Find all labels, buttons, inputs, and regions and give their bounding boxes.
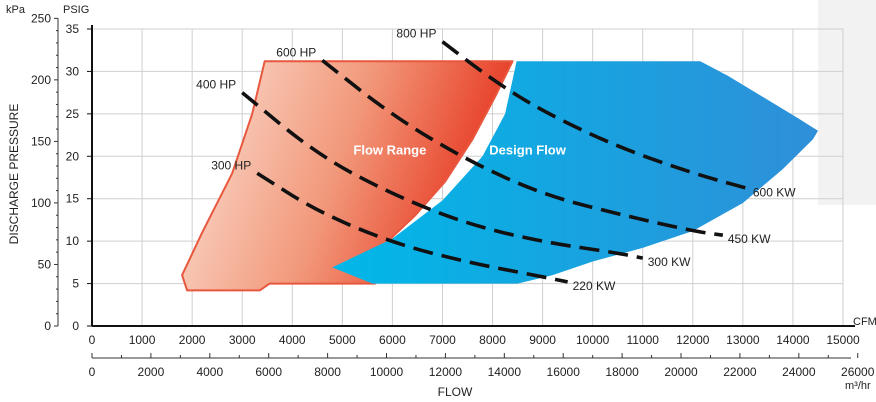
right-background-panel xyxy=(818,0,876,205)
hp-curve-1 xyxy=(256,171,568,284)
x-tick-label-m3hr: 4000 xyxy=(196,365,223,379)
x-tick-label-m3hr: 16000 xyxy=(547,365,581,379)
x-tick-label-m3hr: 6000 xyxy=(255,365,282,379)
hp-label: 400 HP xyxy=(196,78,236,92)
regions-layer xyxy=(181,60,818,292)
y-tick-label-kpa: 250 xyxy=(31,11,51,25)
hp-curve-2 xyxy=(241,91,644,260)
x-tick-label-m3hr: 26000 xyxy=(841,365,875,379)
x-tick-label-cfm: 14000 xyxy=(776,333,810,347)
x-tick-label-cfm: 11000 xyxy=(626,333,659,347)
hp-curves-layer: 300 HP 220 KW 400 HP 300 KW 600 HP 450 KW 800 … xyxy=(196,27,796,293)
x-tick-label-m3hr: 0 xyxy=(89,365,96,379)
kw-label: 600 KW xyxy=(753,186,796,200)
x-tick-label-cfm: 12000 xyxy=(676,333,710,347)
x-secondary-unit: m³/hr xyxy=(845,380,871,392)
x-tick-label-m3hr: 8000 xyxy=(314,365,341,379)
y-primary-unit: PSIG xyxy=(63,4,89,16)
x-tick-label-cfm: 13000 xyxy=(726,333,760,347)
axes-layer: 0 1000 2000 3000 4000 5000 6000 7000 8000 9000 100… xyxy=(31,11,875,379)
x-tick-label-cfm: 9000 xyxy=(529,333,556,347)
kw-label: 450 KW xyxy=(728,232,771,246)
hp-label: 600 HP xyxy=(276,45,316,59)
y-axis-title: DISCHARGE PRESSURE xyxy=(7,104,21,245)
y-tick-label-kpa: 0 xyxy=(44,319,51,333)
kw-label: 220 KW xyxy=(573,279,616,293)
y-tick-label-kpa: 200 xyxy=(31,73,51,87)
y-tick-label-kpa: 50 xyxy=(38,257,52,271)
y-tick-label-psig: 0 xyxy=(72,319,79,333)
x-tick-label-m3hr: 22000 xyxy=(723,365,757,379)
flow-range-label: Flow Range xyxy=(353,143,426,158)
x-primary-unit: CFM xyxy=(853,316,876,328)
x-tick-label-m3hr: 10000 xyxy=(370,365,404,379)
x-tick-label-cfm: 8000 xyxy=(479,333,506,347)
kw-label: 300 KW xyxy=(648,255,691,269)
y-tick-label-kpa: 100 xyxy=(31,196,51,210)
x-tick-label-m3hr: 24000 xyxy=(782,365,816,379)
flow-range-region xyxy=(181,60,514,292)
x-tick-label-cfm: 10000 xyxy=(576,333,610,347)
region-labels-layer: Flow Range Design Flow xyxy=(353,143,566,158)
x-tick-label-cfm: 4000 xyxy=(279,333,306,347)
y-tick-label-psig: 25 xyxy=(66,107,80,121)
y-tick-label-kpa: 150 xyxy=(31,134,51,148)
x-axis-title: FLOW xyxy=(438,385,473,399)
y-tick-label-psig: 35 xyxy=(66,22,80,36)
x-tick-label-cfm: 6000 xyxy=(379,333,406,347)
x-tick-label-m3hr: 18000 xyxy=(605,365,639,379)
x-tick-label-m3hr: 20000 xyxy=(664,365,698,379)
y-tick-label-psig: 20 xyxy=(66,149,80,163)
hp-curve-3 xyxy=(321,58,724,237)
design-flow-region xyxy=(332,61,818,284)
y-tick-label-psig: 30 xyxy=(66,64,80,78)
hp-label: 800 HP xyxy=(396,27,436,41)
y-secondary-unit: kPa xyxy=(6,4,26,16)
x-tick-label-cfm: 7000 xyxy=(429,333,456,347)
design-flow-label: Design Flow xyxy=(489,143,566,158)
hp-label: 300 HP xyxy=(211,158,251,172)
x-tick-label-cfm: 1000 xyxy=(129,333,156,347)
x-tick-label-m3hr: 2000 xyxy=(138,365,165,379)
x-tick-label-cfm: 15000 xyxy=(826,333,860,347)
x-tick-label-cfm: 0 xyxy=(89,333,96,347)
x-tick-label-m3hr: 12000 xyxy=(429,365,463,379)
x-tick-label-cfm: 2000 xyxy=(179,333,206,347)
x-tick-label-cfm: 5000 xyxy=(329,333,356,347)
x-tick-label-m3hr: 14000 xyxy=(488,365,522,379)
y-tick-label-psig: 10 xyxy=(66,234,80,248)
hp-curve-4 xyxy=(441,40,749,191)
y-tick-label-psig: 5 xyxy=(72,277,79,291)
y-tick-label-psig: 15 xyxy=(66,192,80,206)
x-tick-label-cfm: 3000 xyxy=(229,333,256,347)
